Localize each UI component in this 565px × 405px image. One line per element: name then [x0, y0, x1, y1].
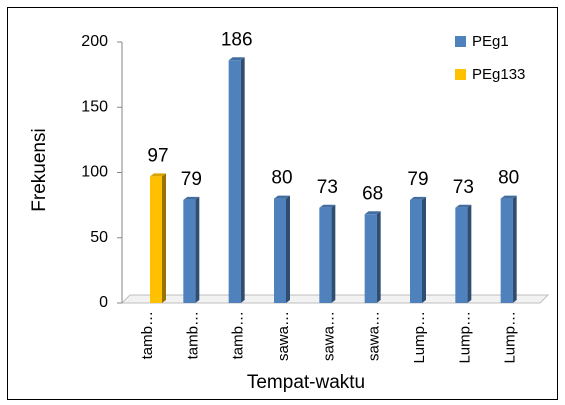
bar-top — [410, 196, 426, 200]
bar-side — [240, 57, 245, 303]
bar-side — [195, 196, 200, 303]
bar — [410, 196, 426, 303]
data-label: 73 — [317, 177, 338, 198]
y-tick-label: 50 — [90, 229, 108, 246]
legend-swatch — [455, 36, 466, 47]
bar — [150, 173, 166, 303]
bar — [228, 57, 245, 303]
bar-front — [183, 199, 196, 303]
bar-front — [364, 214, 377, 303]
x-tick-label: sawa… — [275, 311, 292, 361]
y-tick-label: 150 — [81, 98, 108, 115]
data-label: 97 — [147, 145, 168, 166]
bar-side — [422, 196, 426, 303]
x-tick-label: sawa… — [366, 311, 383, 361]
x-tick-label: sawa… — [320, 311, 337, 361]
x-axis-label: Tempat-waktu — [247, 372, 365, 393]
data-label: 186 — [221, 29, 253, 50]
y-tick-label: 100 — [81, 164, 108, 181]
bar-front — [274, 198, 286, 303]
data-label: 79 — [407, 169, 428, 190]
bar — [183, 196, 200, 303]
bar-side — [286, 195, 290, 303]
bar-front — [455, 207, 468, 303]
bar-top — [455, 204, 472, 208]
bar-top — [274, 195, 290, 199]
bar-front — [150, 176, 162, 303]
bar-top — [319, 204, 336, 208]
y-tick-label: 200 — [81, 33, 108, 50]
data-label: 80 — [498, 168, 519, 189]
bar-top — [150, 173, 166, 177]
legend-label: PEg133 — [472, 66, 525, 83]
x-tick-label: tamb… — [230, 311, 247, 359]
data-label: 68 — [362, 183, 383, 204]
bar-side — [162, 173, 166, 303]
x-tick-label: tamb… — [184, 311, 201, 359]
bar-front — [319, 207, 332, 303]
bar-front — [228, 60, 241, 303]
bar-top — [228, 57, 245, 61]
y-axis-label: Frekuensi — [29, 128, 50, 211]
bar-side — [331, 204, 336, 303]
bar — [319, 204, 336, 303]
bar — [455, 204, 472, 303]
bar-top — [183, 196, 200, 200]
bar-side — [376, 211, 381, 303]
x-tick-label: Lump… — [502, 311, 519, 364]
bar-top — [364, 211, 381, 215]
bar-front — [410, 199, 422, 303]
data-label: 73 — [453, 177, 474, 198]
bar — [500, 195, 517, 303]
bar — [274, 195, 290, 303]
legend-label: PEg1 — [472, 33, 509, 50]
legend-swatch — [455, 69, 466, 80]
x-tick-label: Lump… — [411, 311, 428, 364]
bar-top — [500, 195, 517, 199]
x-tick-label: Lump… — [456, 311, 473, 364]
bar-side — [512, 195, 517, 303]
x-tick-label: tamb… — [139, 311, 156, 359]
data-label: 80 — [271, 168, 292, 189]
data-label: 79 — [181, 169, 202, 190]
y-tick-label: 0 — [99, 294, 108, 311]
bar-side — [467, 204, 472, 303]
bar — [364, 211, 381, 303]
bar-front — [500, 198, 513, 303]
